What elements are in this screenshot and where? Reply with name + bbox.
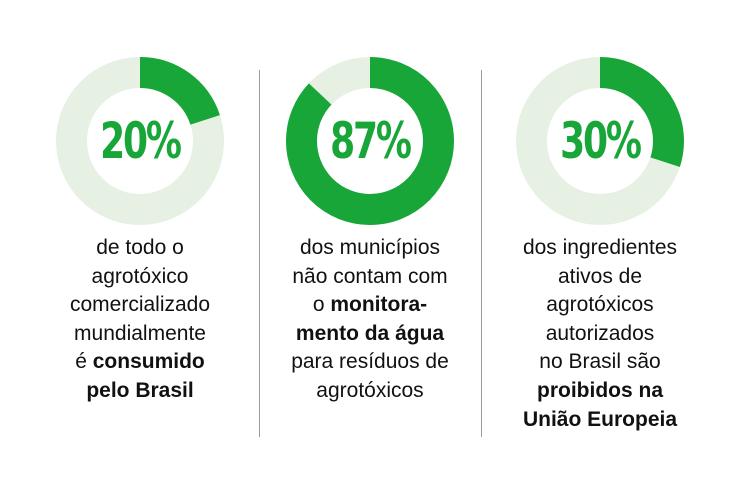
- line-text: no Brasil são: [539, 350, 661, 374]
- donut-chart: 87%: [285, 56, 455, 226]
- description-line: agrotóxicos: [485, 291, 715, 320]
- line-text: autorizados: [545, 321, 655, 345]
- description-line: mundialmente: [25, 320, 255, 349]
- stat-consumo: 20% de todo o agrotóxico comercializado mun…: [25, 56, 255, 406]
- stat-description: de todo o agrotóxico comercializado mundial…: [25, 234, 255, 406]
- description-line: o monitora-: [255, 291, 485, 320]
- description-line: agrotóxico: [25, 263, 255, 292]
- description-line: dos ingredientes: [485, 234, 715, 263]
- percent-label: 20%: [100, 112, 182, 170]
- donut-value-arc: [516, 57, 684, 225]
- description-line: autorizados: [485, 320, 715, 349]
- divider-right: [481, 70, 482, 437]
- description-line: de todo o: [25, 234, 255, 263]
- description-line: proibidos na: [485, 377, 715, 406]
- description-line: é consumido: [25, 348, 255, 377]
- line-emphasis: pelo Brasil: [86, 378, 194, 402]
- donut-svg: [516, 57, 684, 225]
- description-line: pelo Brasil: [25, 377, 255, 406]
- line-text: agrotóxicos: [316, 378, 424, 402]
- donut-svg: [286, 57, 454, 225]
- description-line: não contam com: [255, 263, 485, 292]
- donut-chart: 20%: [55, 56, 225, 226]
- line-text: dos ingredientes: [522, 236, 678, 259]
- donut-svg: [56, 57, 224, 225]
- description-line: dos municípios: [255, 234, 485, 263]
- line-text: ativos de: [557, 264, 643, 288]
- line-text: não contam com: [292, 264, 448, 288]
- description-line: comercializado: [25, 291, 255, 320]
- line-text: é: [75, 350, 93, 374]
- line-text: para resíduos de: [291, 350, 449, 374]
- description-line: agrotóxicos: [255, 377, 485, 406]
- stat-description: dos ingredientes ativos de agrotóxicos auto…: [485, 234, 715, 434]
- divider-left: [259, 70, 260, 437]
- line-emphasis: mento da água: [295, 321, 445, 345]
- line-emphasis: consumido: [92, 350, 205, 374]
- stat-monitoramento: 87% dos municípios não contam com o monito…: [255, 56, 485, 406]
- percent-label: 30%: [560, 112, 642, 170]
- description-line: para resíduos de: [255, 348, 485, 377]
- description-line: no Brasil são: [485, 348, 715, 377]
- description-line: mento da água: [255, 320, 485, 349]
- donut-chart: 30%: [515, 56, 685, 226]
- line-emphasis: União Europeia: [522, 407, 678, 431]
- description-line: ativos de: [485, 263, 715, 292]
- line-text: de todo o: [96, 236, 184, 259]
- description-line: União Europeia: [485, 406, 715, 435]
- line-text: mundialmente: [74, 321, 206, 345]
- line-emphasis: monitora-: [330, 293, 428, 317]
- line-text: comercializado: [69, 293, 211, 317]
- line-text: agrotóxicos: [546, 293, 654, 317]
- line-text: agrotóxico: [91, 264, 189, 288]
- line-text: dos municípios: [299, 236, 441, 259]
- line-text: o: [312, 293, 331, 317]
- percent-label: 87%: [330, 112, 412, 170]
- donut-value-arc: [286, 57, 454, 225]
- stat-description: dos municípios não contam com o monitora-m…: [255, 234, 485, 406]
- line-emphasis: proibidos na: [537, 378, 663, 402]
- donut-value-arc: [56, 57, 224, 225]
- stat-proibidos: 30% dos ingredientes ativos de agrotóxicos…: [485, 56, 715, 434]
